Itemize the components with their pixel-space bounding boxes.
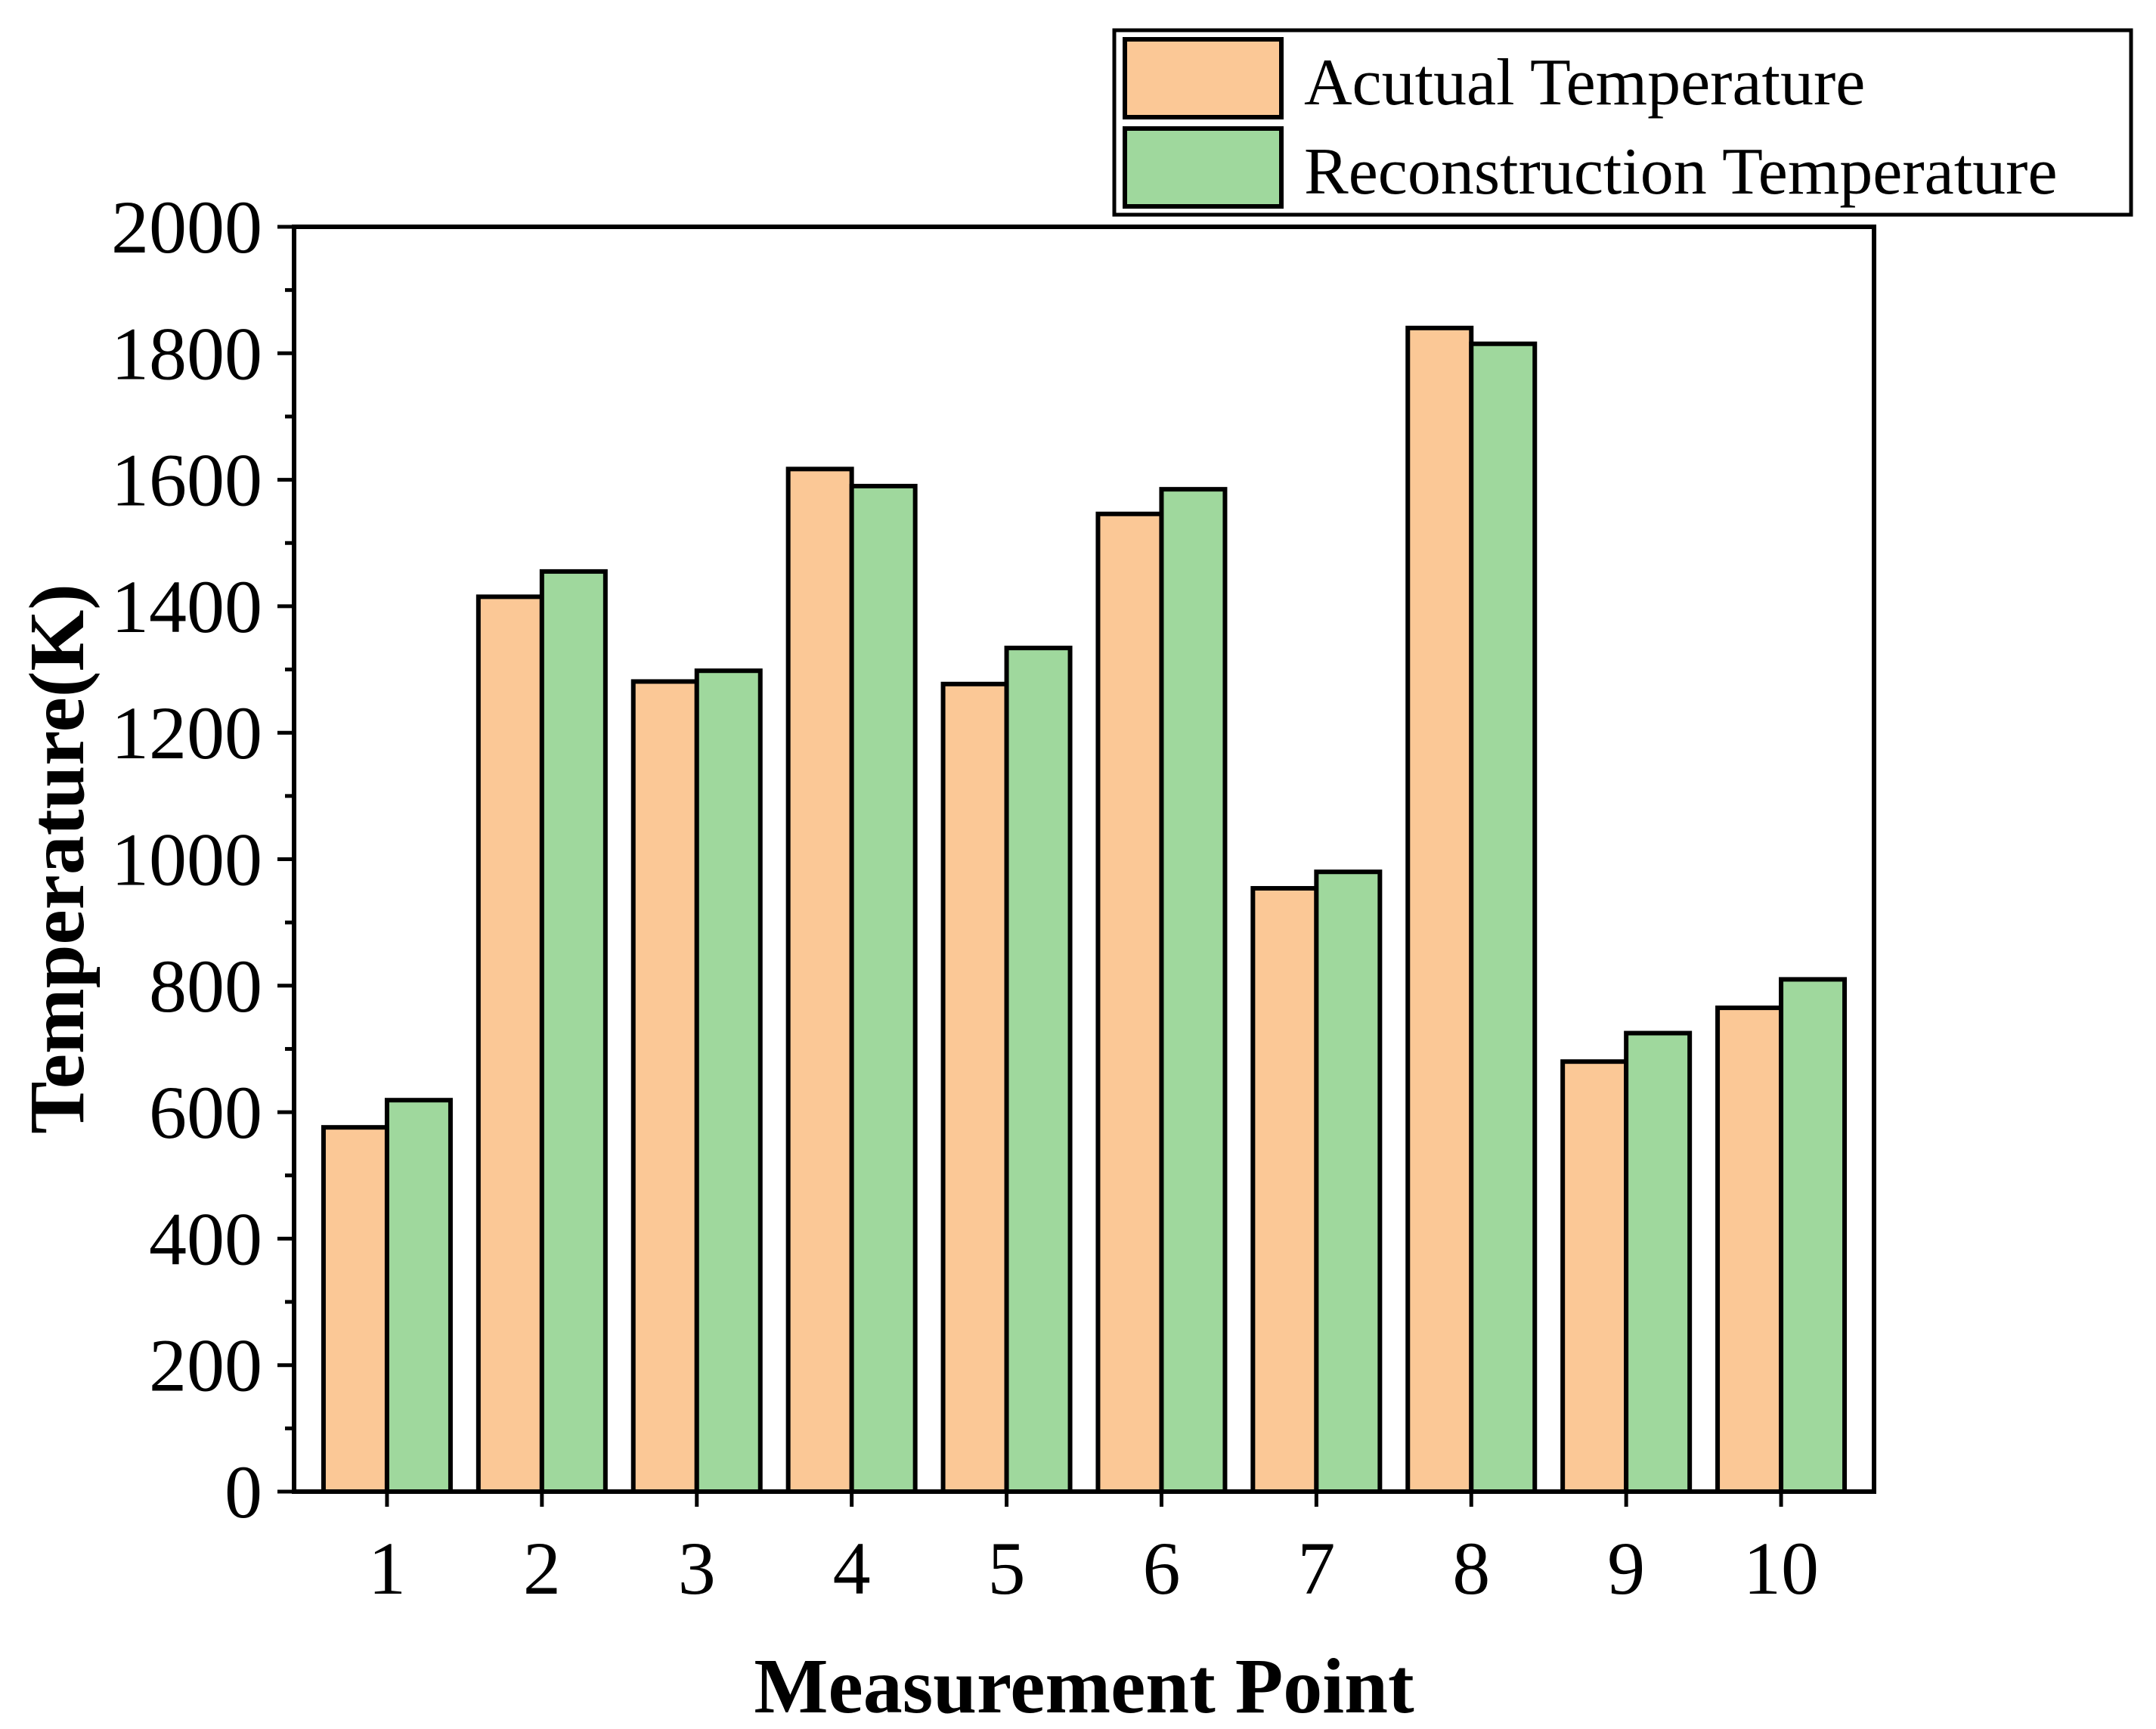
legend-swatch-actual <box>1123 37 1284 119</box>
bar-actual-2 <box>475 594 544 1494</box>
bar-actual-9 <box>1560 1059 1629 1495</box>
bars-layer <box>321 325 1848 1495</box>
x-tick-label: 5 <box>988 1526 1026 1610</box>
x-tick-label: 10 <box>1743 1526 1819 1610</box>
bar-reconstruction-10 <box>1779 977 1848 1495</box>
bar-reconstruction-4 <box>849 483 918 1495</box>
y-tick-label: 600 <box>149 1071 262 1154</box>
x-tick-label: 1 <box>368 1526 406 1610</box>
legend-frame <box>1112 28 2133 217</box>
x-tick-label: 6 <box>1142 1526 1180 1610</box>
x-tick-label: 9 <box>1607 1526 1645 1610</box>
bar-actual-7 <box>1250 885 1319 1494</box>
x-tick-label: 8 <box>1452 1526 1490 1610</box>
x-tick-label: 7 <box>1297 1526 1335 1610</box>
x-axis: 1 2 3 4 5 6 7 8 9 10 <box>368 1492 1819 1610</box>
bar-reconstruction-3 <box>694 668 763 1494</box>
bar-actual-4 <box>785 466 854 1494</box>
bar-actual-1 <box>321 1125 389 1495</box>
bar-actual-5 <box>940 681 1009 1494</box>
y-tick-label: 2000 <box>111 185 262 269</box>
bar-reconstruction-6 <box>1159 487 1228 1495</box>
y-tick-label: 400 <box>149 1197 262 1281</box>
x-tick-label: 2 <box>523 1526 561 1610</box>
y-tick-label: 1200 <box>111 691 262 775</box>
bar-actual-8 <box>1405 325 1474 1495</box>
x-tick-label: 3 <box>678 1526 716 1610</box>
x-tick-label: 4 <box>833 1526 871 1610</box>
bar-reconstruction-7 <box>1314 869 1383 1494</box>
bar-reconstruction-9 <box>1624 1030 1693 1494</box>
legend: Acutual Temperature Reconstruction Tempe… <box>1112 28 2133 217</box>
y-tick-label: 800 <box>149 944 262 1028</box>
y-axis: 0 200 400 600 800 1000 1200 1400 1600 1800 2000 <box>111 185 294 1534</box>
y-axis-title: Temperature(K) <box>14 584 101 1134</box>
legend-swatch-reconstruction <box>1123 126 1284 209</box>
x-axis-title: Measurement Point <box>754 1643 1414 1729</box>
y-tick-label: 1400 <box>111 565 262 649</box>
bar-reconstruction-5 <box>1004 646 1073 1494</box>
bar-actual-10 <box>1715 1005 1784 1494</box>
legend-label-actual: Acutual Temperature <box>1304 46 1865 119</box>
bar-reconstruction-8 <box>1469 341 1538 1495</box>
legend-label-reconstruction: Reconstruction Temperature <box>1304 135 2058 209</box>
y-tick-label: 1800 <box>111 311 262 395</box>
bar-actual-6 <box>1095 511 1164 1494</box>
bar-actual-3 <box>630 679 699 1494</box>
y-tick-label: 0 <box>225 1450 262 1534</box>
bar-reconstruction-2 <box>539 569 608 1495</box>
y-tick-label: 1600 <box>111 438 262 522</box>
y-tick-label: 200 <box>149 1324 262 1408</box>
bar-reconstruction-1 <box>384 1098 453 1495</box>
y-tick-label: 1000 <box>111 818 262 902</box>
